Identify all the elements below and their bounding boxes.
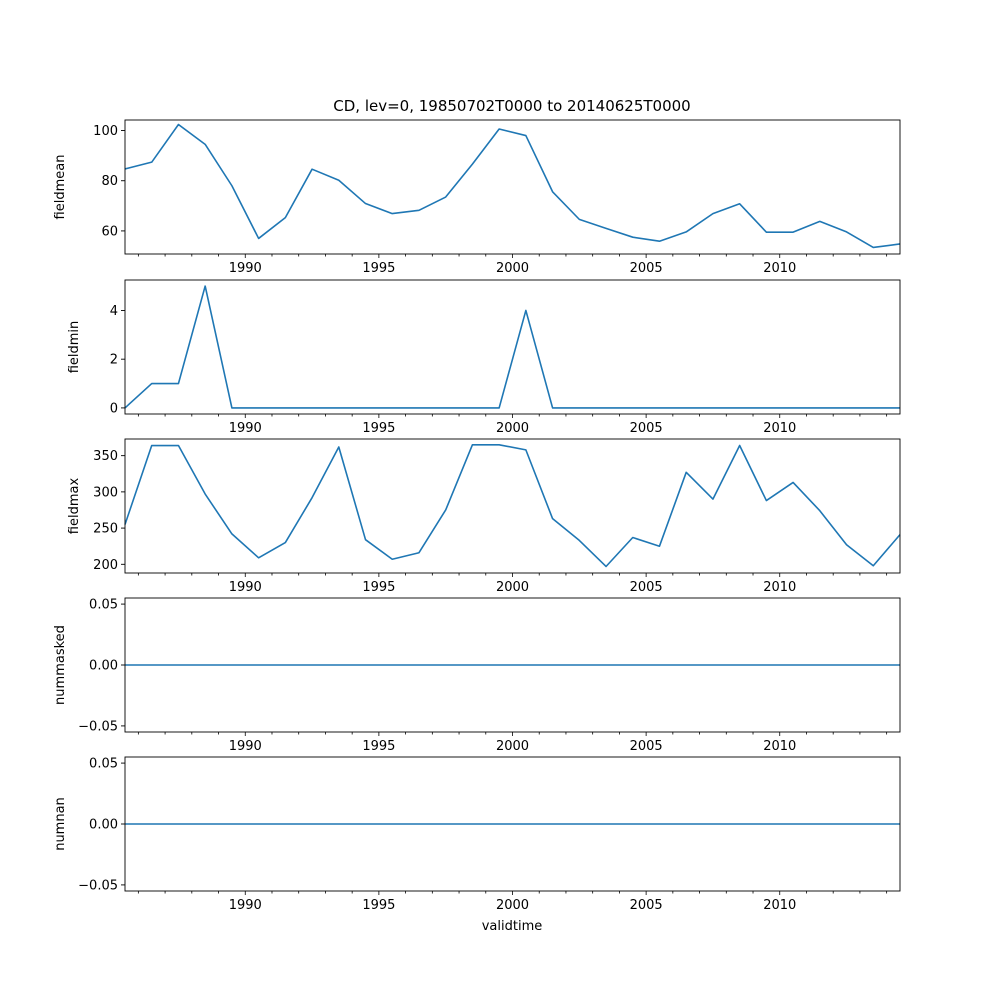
axes-frame [124, 279, 901, 415]
x-tick-label: 2010 [763, 421, 796, 436]
x-tick-label: 1990 [229, 421, 262, 436]
panel-fieldmax: 200 250 300 350 fieldmax 1990 1995 2000 2005 2010 [67, 438, 901, 595]
y-tick-label: 60 [101, 224, 118, 239]
axes-frame [124, 438, 901, 574]
x-tick-label: 1990 [229, 580, 262, 595]
x-tick-label: 2005 [630, 261, 663, 276]
x-tick-label: 2005 [630, 898, 663, 913]
x-tick-label: 2000 [496, 580, 529, 595]
x-tick-label: 2010 [763, 739, 796, 754]
x-tick-label: 2005 [630, 580, 663, 595]
panels: 60 80 100 fieldmean 1990 1995 2000 2005 2010 0 2 4 f… [53, 119, 901, 913]
x-tick-label: 2010 [763, 898, 796, 913]
y-tick-label: 0.00 [89, 818, 118, 833]
y-tick-label: −0.05 [78, 878, 118, 893]
series-line-fieldmax [124, 443, 901, 568]
panel-fieldmin: 0 2 4 fieldmin 1990 1995 2000 2005 2010 [67, 279, 901, 436]
x-tick-label: 1990 [229, 261, 262, 276]
x-tick-label: 2005 [630, 739, 663, 754]
y-axis-label-fieldmax: fieldmax [67, 478, 82, 535]
y-tick-label: 0 [110, 401, 118, 416]
x-tick-label: 2000 [496, 739, 529, 754]
x-tick-label: 1995 [362, 261, 395, 276]
x-tick-label: 1990 [229, 898, 262, 913]
y-tick-label: 350 [93, 449, 118, 464]
x-tick-label: 2010 [763, 261, 796, 276]
chart-title: CD, lev=0, 19850702T0000 to 20140625T000… [333, 97, 690, 115]
y-axis-label-nummasked: nummasked [53, 625, 68, 705]
x-tick-label: 1995 [362, 421, 395, 436]
x-tick-label: 2000 [496, 261, 529, 276]
x-tick-label: 1990 [229, 739, 262, 754]
y-axis-label-fieldmin: fieldmin [67, 321, 82, 374]
panel-fieldmean: 60 80 100 fieldmean 1990 1995 2000 2005 2010 [53, 119, 901, 276]
y-tick-label: 0.00 [89, 659, 118, 674]
x-tick-label: 1995 [362, 898, 395, 913]
x-tick-label: 2000 [496, 421, 529, 436]
panel-nummasked: −0.05 0.00 0.05 nummasked 1990 1995 2000 2005 20… [53, 597, 901, 754]
y-axis-label-numnan: numnan [53, 797, 68, 851]
x-tick-label: 2005 [630, 421, 663, 436]
series-line-fieldmin [124, 285, 900, 409]
y-tick-label: 300 [93, 485, 118, 500]
y-tick-label: 250 [93, 522, 118, 537]
y-tick-label: 80 [101, 174, 118, 189]
y-tick-label: 2 [110, 353, 118, 368]
x-tick-label: 2000 [496, 898, 529, 913]
x-tick-label: 1995 [362, 739, 395, 754]
x-axis-label: validtime [482, 919, 543, 934]
panel-numnan: −0.05 0.00 0.05 numnan 1990 1995 2000 2005 2010 [53, 756, 901, 913]
y-tick-label: −0.05 [78, 719, 118, 734]
x-tick-label: 2010 [763, 580, 796, 595]
y-tick-label: 0.05 [89, 757, 118, 772]
y-tick-label: 100 [93, 124, 118, 139]
y-tick-label: 4 [110, 304, 118, 319]
y-tick-label: 0.05 [89, 598, 118, 613]
y-axis-label-fieldmean: fieldmean [53, 155, 68, 220]
series-line-fieldmean [124, 123, 901, 249]
axes-frame [124, 119, 901, 255]
x-tick-label: 1995 [362, 580, 395, 595]
y-tick-label: 200 [93, 558, 118, 573]
